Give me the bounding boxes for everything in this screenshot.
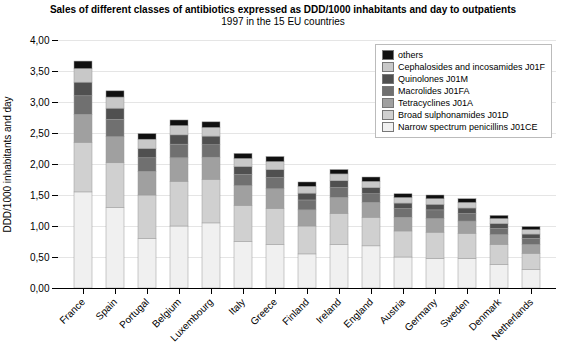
html-text:Tetracyclines J01A: Tetracyclines J01A — [397, 98, 473, 108]
html-text:others: others — [397, 50, 423, 60]
html-text:Macrolides J01FA: Macrolides J01FA — [397, 86, 470, 96]
svg-text:Portugal: Portugal — [117, 296, 151, 330]
svg-text:Ireland: Ireland — [314, 296, 343, 325]
svg-text:Greece: Greece — [248, 296, 279, 327]
svg-text:3,50: 3,50 — [30, 66, 50, 77]
svg-text:Spain: Spain — [93, 296, 119, 322]
svg-text:2,50: 2,50 — [30, 128, 50, 139]
svg-text:1,00: 1,00 — [30, 221, 50, 232]
html-text:1997 in the 15 EU countries: 1997 in the 15 EU countries — [221, 16, 345, 27]
svg-text:Germany: Germany — [402, 296, 439, 333]
html-text:Narrow spectrum penicillins J0: Narrow spectrum penicillins J01CE — [397, 122, 538, 132]
svg-text:Denmark: Denmark — [466, 296, 504, 333]
html-text:Cephalosides and incosamides J: Cephalosides and incosamides J01F — [397, 62, 545, 72]
html-text:Quinolones J01M: Quinolones J01M — [397, 74, 468, 84]
svg-text:Luxembourg: Luxembourg — [168, 296, 215, 343]
svg-text:Finland: Finland — [280, 296, 311, 327]
svg-text:DDD/1000 inhabitants and day: DDD/1000 inhabitants and day — [2, 96, 13, 232]
svg-text:0,50: 0,50 — [30, 252, 50, 263]
svg-text:1,50: 1,50 — [30, 190, 50, 201]
svg-text:Netherlands: Netherlands — [489, 296, 535, 342]
svg-text:2,00: 2,00 — [30, 159, 50, 170]
html-text:Sales of different classes of: Sales of different classes of antibiotic… — [49, 4, 517, 15]
svg-text:Austria: Austria — [377, 296, 407, 326]
svg-text:England: England — [341, 296, 375, 330]
svg-text:France: France — [57, 296, 87, 326]
svg-text:Italy: Italy — [226, 296, 247, 317]
html-text:Broad sulphonamides J01D: Broad sulphonamides J01D — [397, 110, 509, 120]
svg-text:3,00: 3,00 — [30, 97, 50, 108]
svg-text:4,00: 4,00 — [30, 35, 50, 46]
svg-text:Sweden: Sweden — [437, 296, 472, 330]
svg-text:0,00: 0,00 — [30, 283, 50, 294]
svg-text:Belgium: Belgium — [149, 296, 184, 330]
